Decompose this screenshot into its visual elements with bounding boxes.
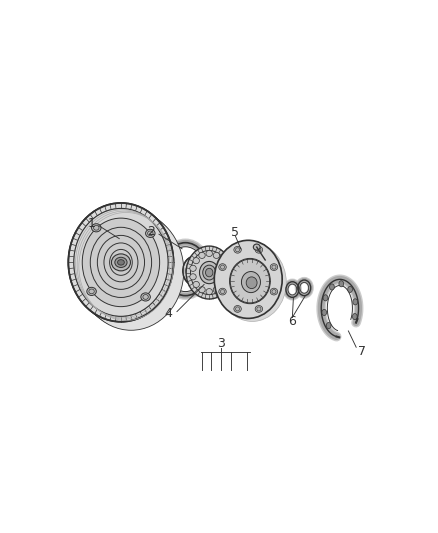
Ellipse shape <box>193 257 199 264</box>
Ellipse shape <box>215 241 283 319</box>
Ellipse shape <box>111 254 131 271</box>
Ellipse shape <box>253 244 260 250</box>
Ellipse shape <box>190 263 202 278</box>
Ellipse shape <box>115 257 127 268</box>
Text: 6: 6 <box>289 316 296 328</box>
Text: 4: 4 <box>165 308 173 320</box>
Ellipse shape <box>213 287 219 293</box>
Ellipse shape <box>219 281 226 287</box>
Ellipse shape <box>186 246 232 299</box>
Ellipse shape <box>141 293 150 301</box>
Ellipse shape <box>222 274 229 280</box>
Ellipse shape <box>222 265 229 271</box>
Ellipse shape <box>97 236 145 289</box>
Ellipse shape <box>78 212 184 330</box>
Ellipse shape <box>205 268 213 277</box>
Ellipse shape <box>219 288 226 295</box>
Text: 5: 5 <box>231 226 239 239</box>
Ellipse shape <box>255 246 263 253</box>
Ellipse shape <box>199 262 219 284</box>
Ellipse shape <box>87 287 96 295</box>
Ellipse shape <box>348 286 353 293</box>
Ellipse shape <box>74 208 180 327</box>
Ellipse shape <box>241 271 261 293</box>
Ellipse shape <box>329 284 334 290</box>
Ellipse shape <box>234 305 241 312</box>
Ellipse shape <box>255 305 263 312</box>
Ellipse shape <box>77 210 182 328</box>
Ellipse shape <box>190 265 196 271</box>
Ellipse shape <box>339 281 344 287</box>
Ellipse shape <box>92 224 101 232</box>
Ellipse shape <box>353 299 357 305</box>
Ellipse shape <box>82 218 159 306</box>
Ellipse shape <box>246 277 257 288</box>
Ellipse shape <box>219 244 286 321</box>
Text: 3: 3 <box>217 337 225 350</box>
Ellipse shape <box>90 227 152 297</box>
Ellipse shape <box>74 208 168 317</box>
Text: 1: 1 <box>88 217 95 230</box>
Ellipse shape <box>186 260 205 282</box>
Ellipse shape <box>190 274 196 280</box>
Ellipse shape <box>270 288 278 295</box>
Ellipse shape <box>110 249 132 276</box>
Ellipse shape <box>234 246 241 253</box>
Ellipse shape <box>206 288 212 295</box>
Ellipse shape <box>193 281 199 287</box>
Ellipse shape <box>214 240 282 318</box>
Ellipse shape <box>71 205 176 324</box>
Ellipse shape <box>115 256 127 269</box>
Ellipse shape <box>219 257 226 264</box>
Ellipse shape <box>199 252 205 259</box>
Ellipse shape <box>206 251 212 256</box>
Ellipse shape <box>203 265 215 280</box>
Ellipse shape <box>322 309 327 316</box>
Ellipse shape <box>117 260 124 265</box>
Ellipse shape <box>217 243 285 320</box>
Ellipse shape <box>323 295 328 301</box>
Ellipse shape <box>230 259 270 304</box>
Ellipse shape <box>213 252 219 259</box>
Ellipse shape <box>353 313 357 320</box>
Ellipse shape <box>104 243 138 282</box>
Text: 2: 2 <box>148 225 155 238</box>
Ellipse shape <box>214 240 282 318</box>
Ellipse shape <box>68 203 173 322</box>
Ellipse shape <box>183 256 208 286</box>
Ellipse shape <box>72 206 178 325</box>
Ellipse shape <box>326 322 331 329</box>
Ellipse shape <box>270 264 278 270</box>
Ellipse shape <box>199 287 205 293</box>
Ellipse shape <box>219 264 226 270</box>
Ellipse shape <box>145 229 155 237</box>
Ellipse shape <box>68 203 173 322</box>
Text: 7: 7 <box>358 345 366 358</box>
